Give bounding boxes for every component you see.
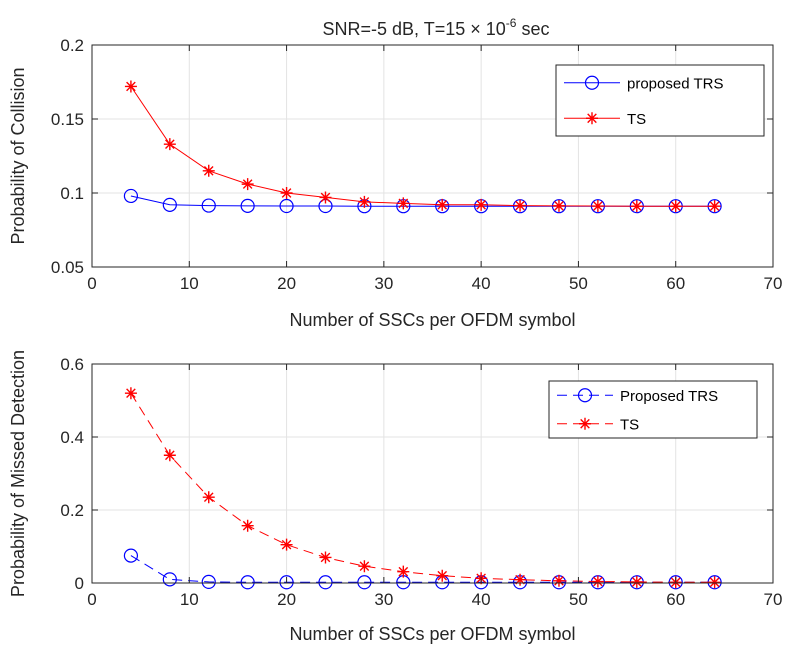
collision-plot: 0 10 20 30 40 50 60 70 0.05 0.1 0.15 0.2 Number of S… <box>8 36 782 330</box>
legend-marker-1 <box>586 112 598 125</box>
legend-marker-1 <box>579 417 591 430</box>
data-point <box>241 519 254 532</box>
axes-box <box>91 44 774 268</box>
data-point <box>436 198 449 211</box>
data-point <box>124 387 137 400</box>
data-point <box>123 548 139 563</box>
title-exponent: -6 <box>506 16 517 30</box>
x-tick-label: 0 <box>87 274 96 293</box>
data-point <box>591 575 604 588</box>
data-point <box>124 80 137 93</box>
missed-detection-plot: 0 10 20 30 40 50 60 70 0 0.2 0.4 0.6 Number of SSCs … <box>8 350 782 644</box>
series-line-1 <box>130 392 715 583</box>
data-point <box>163 449 176 462</box>
x-tick-label: 40 <box>472 590 491 609</box>
data-point <box>162 197 177 212</box>
y-tick-label: 0.4 <box>60 428 84 447</box>
data-point <box>280 538 293 551</box>
x-tick-label: 10 <box>180 274 199 293</box>
data-point <box>201 574 216 590</box>
data-point <box>240 575 255 590</box>
y-axis-label: Probability of Missed Detection <box>8 350 28 597</box>
data-point <box>630 575 643 588</box>
y-tick-label: 0.05 <box>51 258 84 277</box>
y-axis-label: Probability of Collision <box>8 67 28 244</box>
data-point <box>318 575 333 590</box>
data-point <box>397 565 410 578</box>
y-tick-label: 0 <box>75 574 84 593</box>
data-point <box>201 198 216 213</box>
data-point <box>397 197 410 210</box>
y-tick-label: 0.1 <box>60 184 84 203</box>
x-tick-label: 70 <box>764 590 783 609</box>
legend-label-0: Proposed TRS <box>620 388 718 405</box>
x-tick-label: 10 <box>180 590 199 609</box>
y-tick-label: 0.2 <box>60 501 84 520</box>
data-point <box>241 178 254 191</box>
data-point <box>669 200 682 213</box>
x-tick-label: 60 <box>666 274 685 293</box>
data-point <box>591 200 604 213</box>
data-point <box>630 200 643 213</box>
data-point <box>708 576 721 589</box>
y-tick-label: 0.6 <box>60 355 84 374</box>
data-point <box>240 198 255 213</box>
legend-label-0: proposed TRS <box>627 75 723 92</box>
legend-marker-0 <box>584 75 600 90</box>
data-point <box>163 138 176 151</box>
data-point <box>552 199 565 212</box>
data-point <box>279 198 294 214</box>
title-suffix: sec <box>516 19 549 39</box>
legend-label-1: TS <box>627 111 646 128</box>
figure-title: SNR=-5 dB, T=15 × 10-6 sec <box>323 16 550 39</box>
title-main: SNR=-5 dB, T=15 × 10 <box>323 19 506 39</box>
data-point <box>514 199 527 212</box>
data-point <box>514 573 527 586</box>
x-tick-label: 30 <box>374 274 393 293</box>
data-point <box>123 188 139 204</box>
data-point <box>202 491 215 504</box>
x-tick-label: 20 <box>277 590 296 609</box>
x-axis-label: Number of SSCs per OFDM symbol <box>289 310 575 330</box>
data-point <box>319 191 332 204</box>
data-point <box>162 572 177 587</box>
data-point <box>358 195 371 208</box>
data-point <box>357 575 372 590</box>
y-tick-label: 0.2 <box>60 36 84 55</box>
legend: Proposed TRS TS <box>548 380 758 439</box>
legend: proposed TRS TS <box>555 64 765 137</box>
legend-marker-0 <box>577 388 593 403</box>
x-tick-label: 60 <box>666 590 685 609</box>
x-tick-label: 40 <box>472 274 491 293</box>
legend-label-1: TS <box>620 416 639 433</box>
x-tick-label: 30 <box>374 590 393 609</box>
data-point <box>279 575 294 590</box>
data-point <box>552 574 565 587</box>
x-tick-label: 0 <box>87 590 96 609</box>
legend-box <box>548 380 758 439</box>
x-tick-label: 50 <box>569 274 588 293</box>
y-tick-label: 0.15 <box>51 110 84 129</box>
data-point <box>358 560 371 573</box>
data-point <box>280 187 293 199</box>
data-point <box>202 164 215 177</box>
x-tick-label: 50 <box>569 590 588 609</box>
data-point <box>475 198 488 211</box>
data-point <box>319 551 332 564</box>
series-line-0 <box>130 555 715 583</box>
axes-box <box>91 363 774 584</box>
x-tick-label: 20 <box>277 274 296 293</box>
x-tick-label: 70 <box>764 274 783 293</box>
data-point <box>436 569 449 582</box>
series-line-1 <box>130 86 715 207</box>
data-point <box>708 200 721 213</box>
x-axis-label: Number of SSCs per OFDM symbol <box>289 624 575 644</box>
